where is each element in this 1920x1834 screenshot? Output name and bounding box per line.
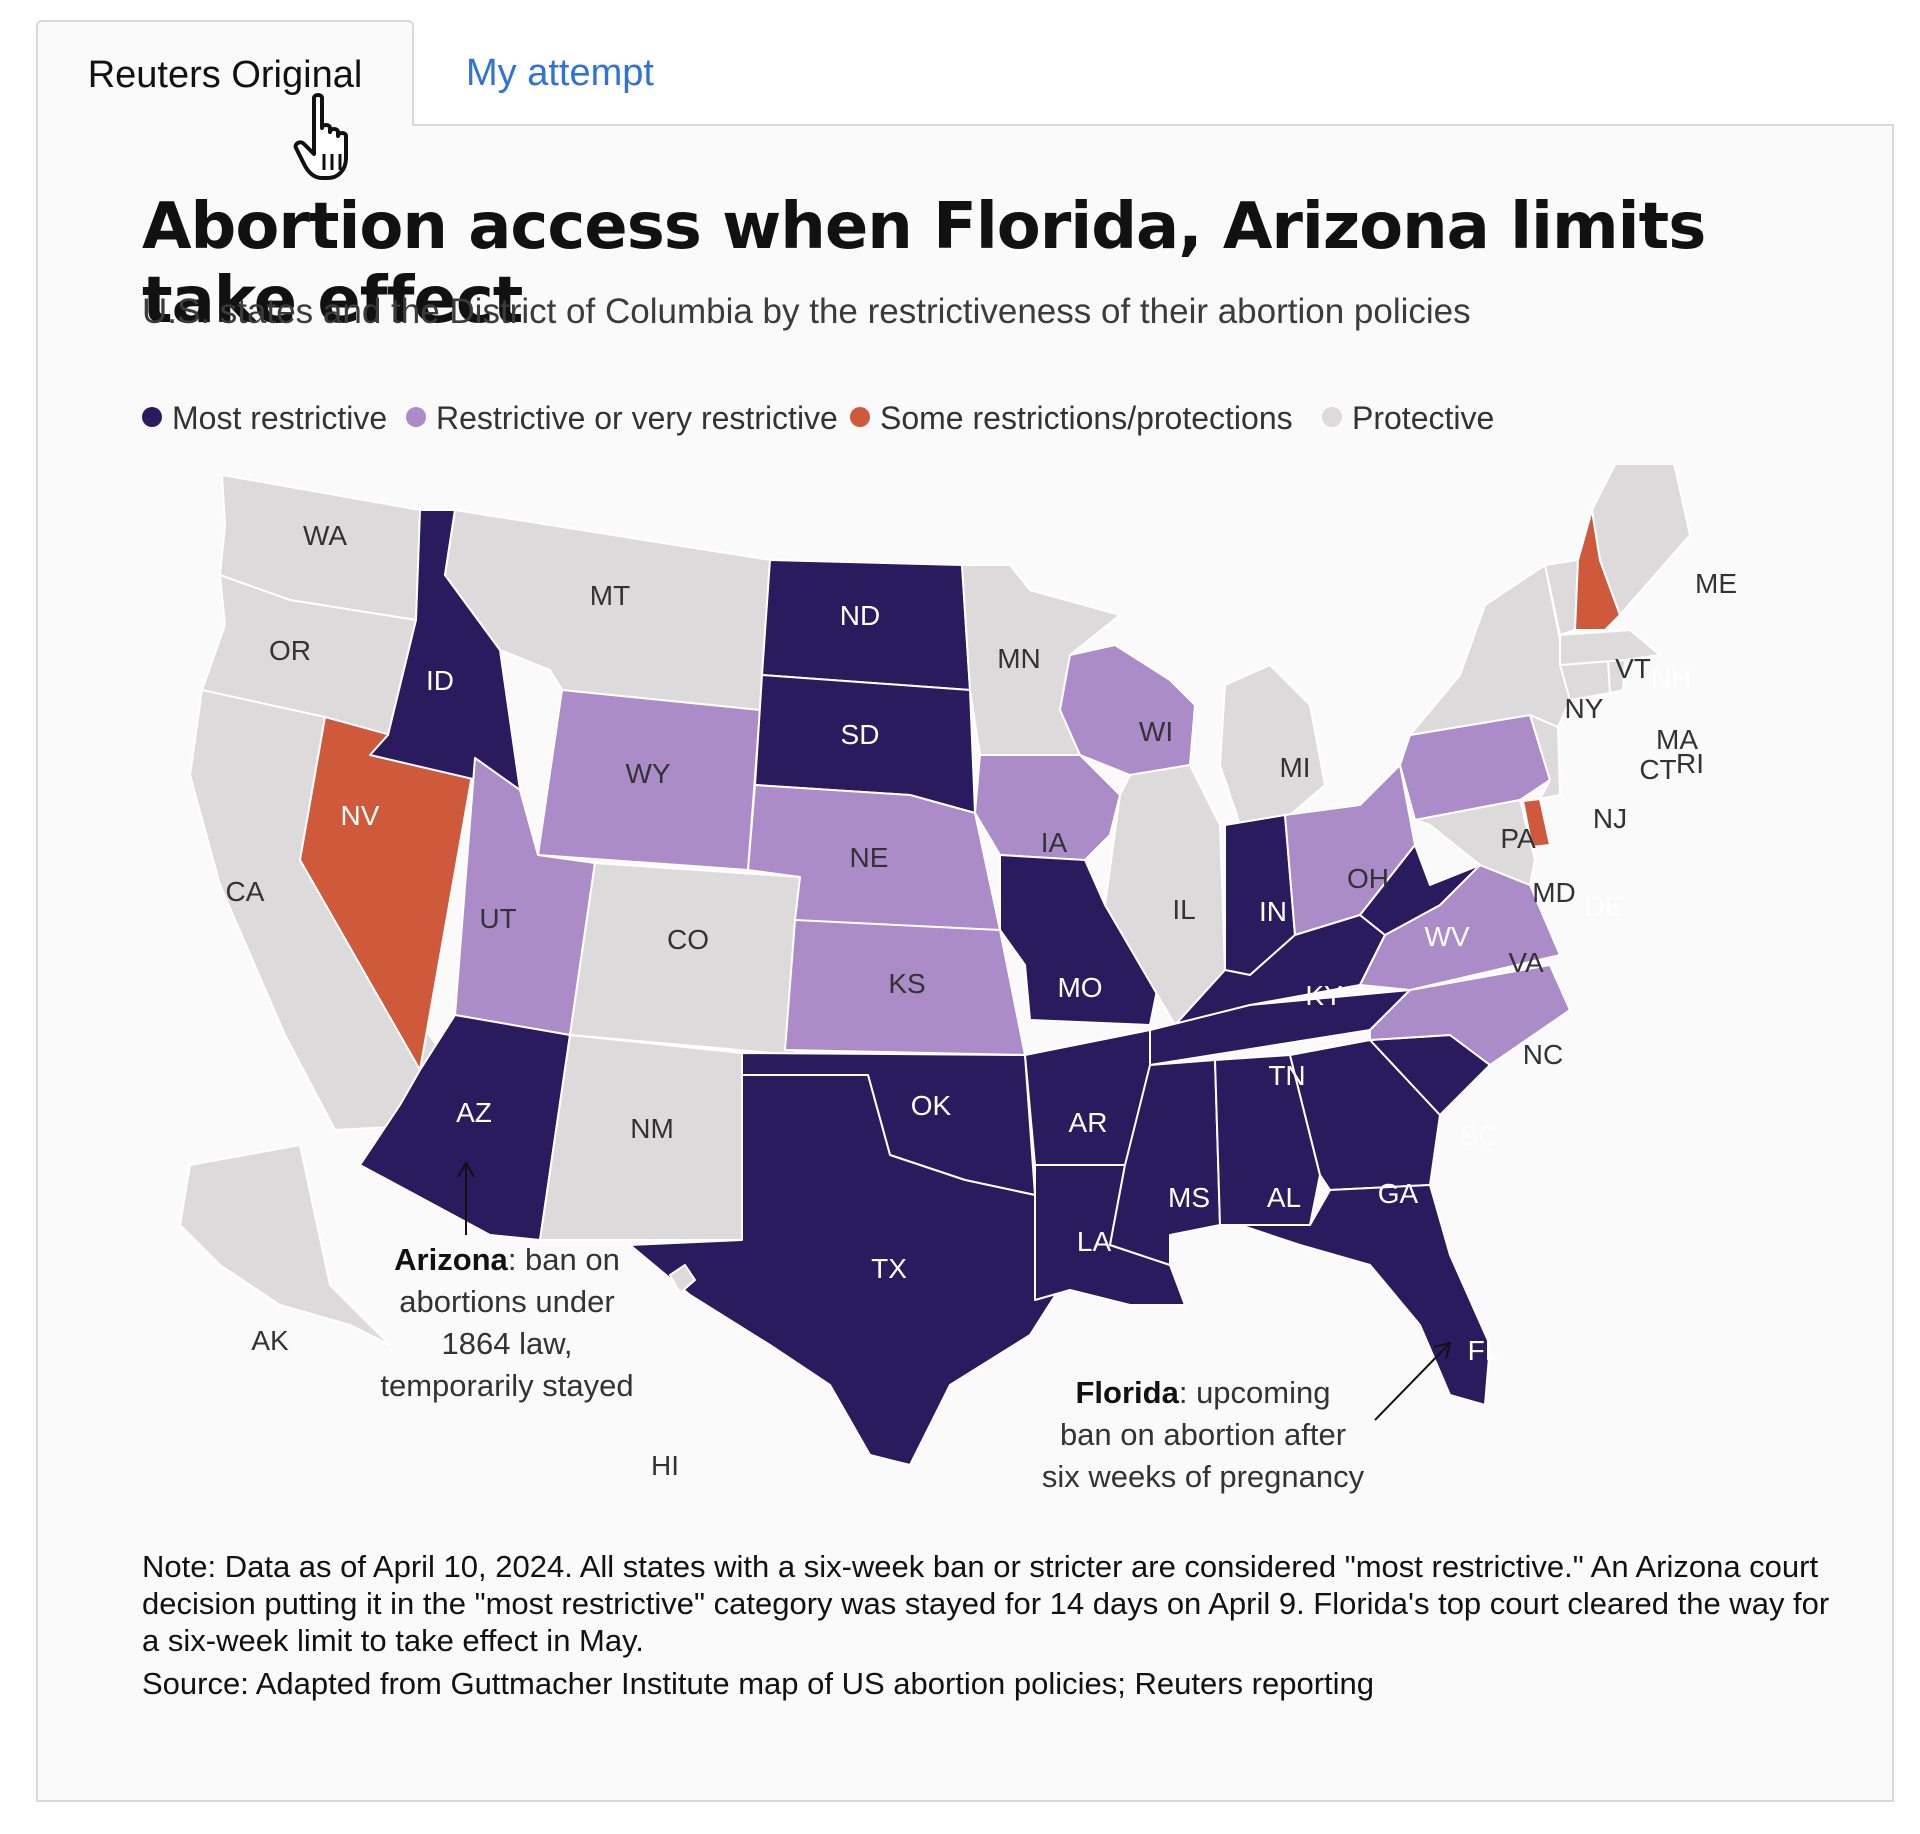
svg-text:six weeks of pregnancy: six weeks of pregnancy bbox=[1042, 1459, 1365, 1494]
state-label-MT: MT bbox=[590, 580, 630, 611]
legend-label: Some restrictions/protections bbox=[880, 400, 1293, 436]
state-label-CO: CO bbox=[667, 924, 709, 955]
state-IA bbox=[974, 754, 1121, 861]
state-MO bbox=[999, 854, 1161, 1026]
state-label-VT: VT bbox=[1615, 653, 1651, 684]
state-label-KY: KY bbox=[1305, 980, 1343, 1011]
state-label-TN: TN bbox=[1268, 1060, 1305, 1091]
state-label-TX: TX bbox=[871, 1253, 907, 1284]
state-HI bbox=[669, 1264, 696, 1294]
state-label-OR: OR bbox=[269, 635, 311, 666]
state-label-PA: PA bbox=[1500, 823, 1536, 854]
state-label-SD: SD bbox=[841, 719, 880, 750]
state-label-NC: NC bbox=[1523, 1039, 1563, 1070]
state-label-IN: IN bbox=[1259, 896, 1287, 927]
state-label-NJ: NJ bbox=[1593, 803, 1627, 834]
state-label-AK: AK bbox=[251, 1325, 289, 1356]
svg-text:ban on abortion after: ban on abortion after bbox=[1060, 1417, 1346, 1452]
legend-item-restrictive: Restrictive or very restrictive bbox=[406, 400, 838, 437]
state-label-NE: NE bbox=[850, 842, 889, 873]
state-label-IA: IA bbox=[1041, 827, 1068, 858]
legend-item-most-restrictive: Most restrictive bbox=[142, 400, 387, 437]
state-TX bbox=[629, 1074, 1066, 1466]
state-ME bbox=[1591, 465, 1691, 616]
svg-text:Arizona: ban on: Arizona: ban on bbox=[394, 1242, 620, 1277]
svg-text:Florida: upcoming: Florida: upcoming bbox=[1076, 1375, 1331, 1410]
state-IL bbox=[1104, 764, 1226, 1026]
state-label-RI: RI bbox=[1676, 748, 1704, 779]
state-label-FL: FL bbox=[1468, 1335, 1501, 1366]
state-label-GA: GA bbox=[1378, 1178, 1419, 1209]
state-label-LA: LA bbox=[1077, 1226, 1112, 1257]
state-labels: WA OR CA NV ID MT WY UT CO AZ NM ND SD N… bbox=[226, 520, 1737, 1481]
state-label-ME: ME bbox=[1695, 568, 1737, 599]
state-label-HI: HI bbox=[651, 1450, 679, 1481]
state-label-WI: WI bbox=[1139, 716, 1173, 747]
state-label-NH: NH bbox=[1651, 663, 1691, 694]
state-label-OH: OH bbox=[1347, 863, 1389, 894]
state-label-VA: VA bbox=[1508, 947, 1544, 978]
state-MD bbox=[1414, 799, 1536, 886]
tab-reuters-original[interactable]: Reuters Original bbox=[36, 20, 414, 126]
state-label-WV: WV bbox=[1424, 921, 1469, 952]
state-FL bbox=[1239, 1184, 1491, 1406]
state-label-CT: CT bbox=[1639, 754, 1676, 785]
legend-dot-some-restrictions bbox=[850, 407, 870, 427]
state-label-UT: UT bbox=[479, 903, 516, 934]
state-label-NV: NV bbox=[341, 800, 380, 831]
legend-item-protective: Protective bbox=[1322, 400, 1494, 437]
legend-label: Restrictive or very restrictive bbox=[436, 400, 838, 436]
state-label-IL: IL bbox=[1172, 894, 1195, 925]
svg-text:abortions under: abortions under bbox=[399, 1284, 614, 1319]
hand-pointer-icon bbox=[293, 93, 348, 180]
state-NY bbox=[1409, 564, 1571, 736]
legend-label: Most restrictive bbox=[172, 400, 388, 436]
state-label-MA: MA bbox=[1656, 724, 1698, 755]
state-label-MO: MO bbox=[1057, 972, 1102, 1003]
state-AK bbox=[179, 1144, 391, 1346]
page-title: Abortion access when Florida, Arizona li… bbox=[142, 190, 1706, 338]
state-label-SC: SC bbox=[1460, 1120, 1499, 1151]
state-label-NM: NM bbox=[630, 1113, 674, 1144]
tab-my-attempt[interactable]: My attempt bbox=[466, 52, 654, 94]
state-label-WY: WY bbox=[625, 758, 670, 789]
state-WI bbox=[1059, 644, 1196, 776]
legend-item-some-restrictions: Some restrictions/protections bbox=[850, 400, 1293, 437]
chart-source: Source: Adapted from Guttmacher Institut… bbox=[142, 1666, 1375, 1701]
state-label-CA: CA bbox=[226, 876, 265, 907]
state-label-DE: DE bbox=[1585, 891, 1624, 922]
state-DE bbox=[1522, 798, 1551, 848]
legend-dot-most-restrictive bbox=[142, 407, 162, 427]
page-subtitle: U.S. states and the District of Columbia… bbox=[142, 292, 1471, 331]
annotation-arizona: Arizona: ban on abortions under 1864 law… bbox=[380, 1160, 634, 1403]
legend-dot-restrictive bbox=[406, 407, 426, 427]
state-label-KS: KS bbox=[888, 968, 925, 999]
state-label-ID: ID bbox=[426, 665, 454, 696]
chart-note: Note: Data as of April 10, 2024. All sta… bbox=[142, 1549, 1830, 1658]
state-MA bbox=[1559, 629, 1661, 666]
state-label-AL: AL bbox=[1267, 1182, 1301, 1213]
state-label-AZ: AZ bbox=[456, 1097, 492, 1128]
state-label-WA: WA bbox=[303, 520, 347, 551]
us-map: WA OR CA NV ID MT WY UT CO AZ NM ND SD N… bbox=[179, 465, 1737, 1494]
state-label-MD: MD bbox=[1532, 877, 1576, 908]
state-label-NY: NY bbox=[1565, 693, 1604, 724]
state-label-OK: OK bbox=[911, 1090, 952, 1121]
state-NC bbox=[1369, 964, 1571, 1066]
legend-label: Protective bbox=[1352, 400, 1495, 436]
state-CO bbox=[569, 862, 801, 1056]
legend-dot-protective bbox=[1322, 407, 1342, 427]
state-MI bbox=[1219, 664, 1326, 826]
state-label-AR: AR bbox=[1069, 1107, 1108, 1138]
svg-text:1864 law,: 1864 law, bbox=[442, 1326, 573, 1361]
svg-text:temporarily stayed: temporarily stayed bbox=[380, 1368, 633, 1403]
state-label-MS: MS bbox=[1168, 1182, 1210, 1213]
annotation-florida: Florida: upcoming ban on abortion after … bbox=[1042, 1341, 1452, 1494]
state-label-MN: MN bbox=[997, 643, 1041, 674]
state-label-MI: MI bbox=[1279, 752, 1310, 783]
state-label-ND: ND bbox=[840, 600, 880, 631]
tab-bar: Reuters Original My attempt bbox=[0, 0, 1920, 126]
